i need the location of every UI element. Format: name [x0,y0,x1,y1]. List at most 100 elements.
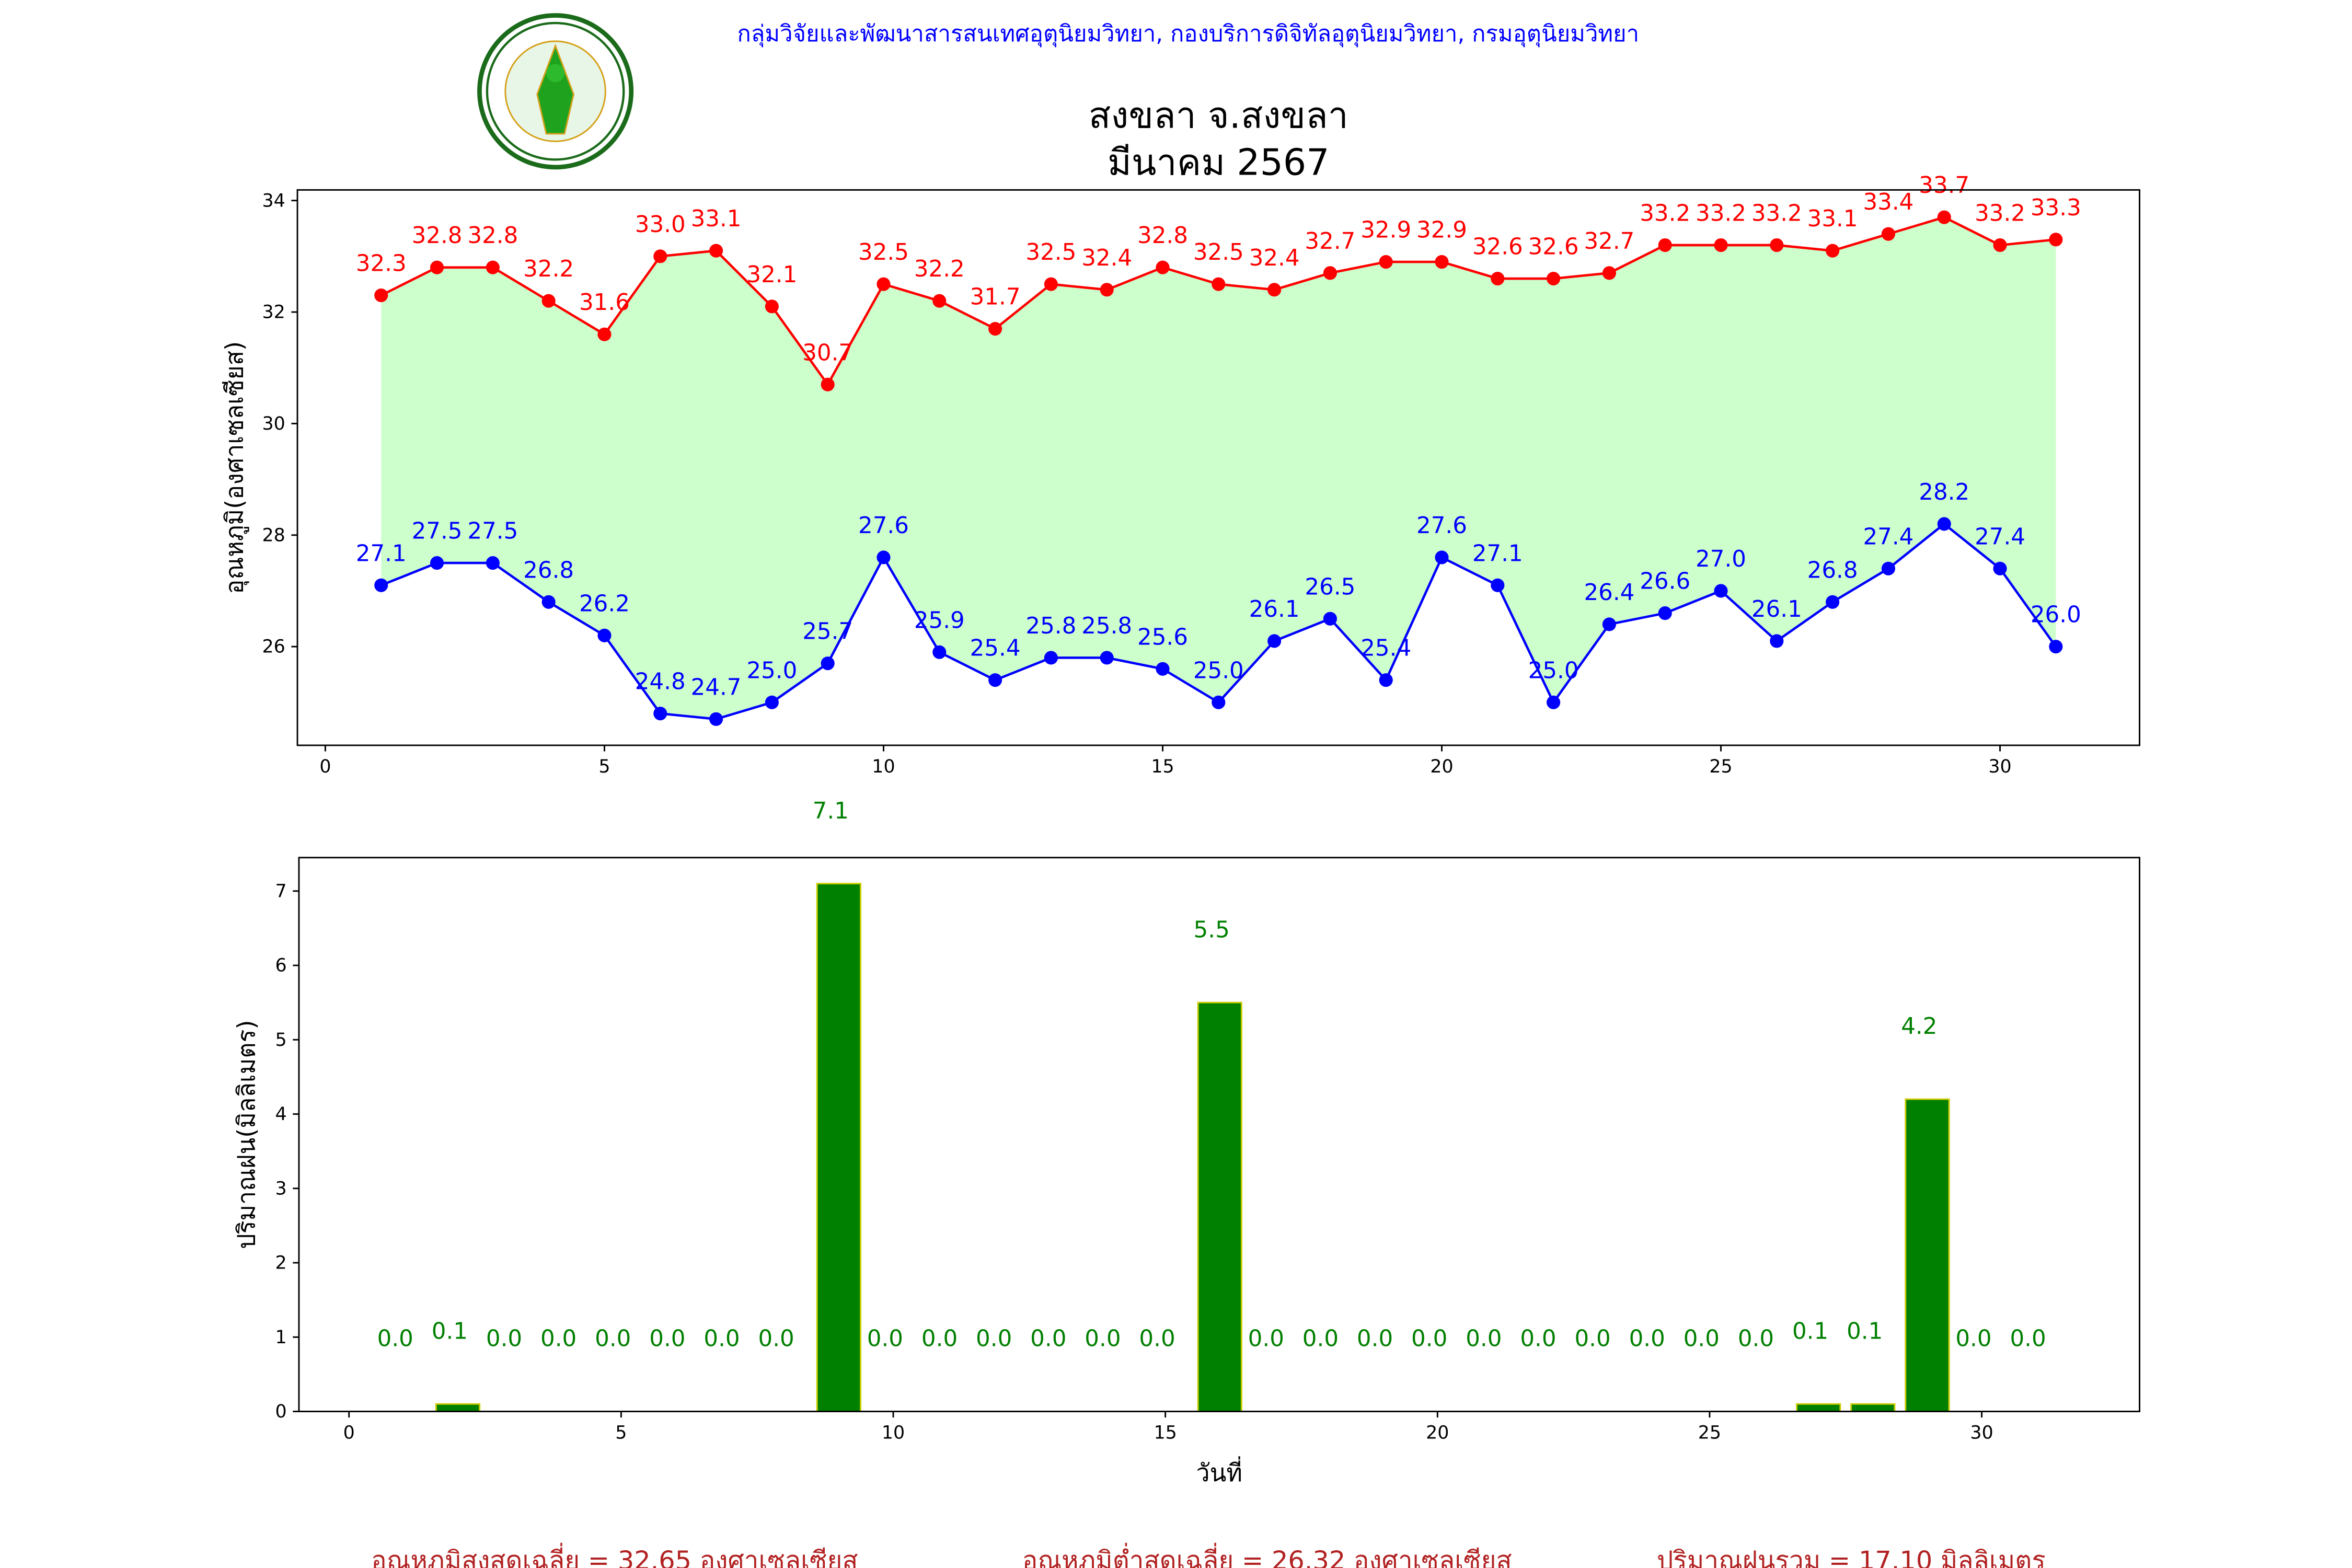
y-tick-label: 30 [262,413,285,434]
min-temp-label: 26.5 [1305,574,1355,600]
min-temp-point [597,628,612,642]
max-temp-label: 33.0 [635,212,686,238]
min-temp-point [1658,606,1672,620]
y-tick-label: 1 [275,1327,287,1348]
max-temp-point [1714,238,1728,252]
max-temp-label: 33.3 [2031,195,2081,221]
max-temp-point [1937,210,1951,224]
y-axis-label: ปริมาณฝน(มิลลิเมตร) [233,1020,261,1249]
rain-label: 0.0 [1411,1326,1447,1352]
max-temp-label: 32.5 [1193,239,1244,266]
temperature-range-fill [381,217,2056,719]
rain-label: 0.0 [758,1326,794,1352]
rain-label: 0.0 [540,1326,577,1352]
max-temp-label: 32.2 [523,256,574,282]
x-tick-label: 20 [1426,1423,1449,1444]
min-temp-point [1547,695,1561,709]
max-temp-point [486,260,500,274]
max-temp-label: 33.2 [1975,201,2025,227]
x-tick-label: 5 [615,1423,627,1444]
rain-label: 0.0 [921,1326,958,1352]
y-tick-label: 26 [262,637,285,658]
max-temp-label: 31.7 [970,284,1021,310]
min-temp-label: 25.0 [746,658,797,684]
max-temp-label: 32.6 [1528,234,1579,260]
y-tick-label: 2 [275,1253,287,1274]
max-temp-point [988,321,1002,336]
x-tick-label: 5 [598,756,610,777]
x-tick-label: 25 [1698,1423,1721,1444]
footer-avg-max: อุณหภูมิสูงสุดเฉลี่ย = 32.65 องศาเซลเซีย… [371,1542,858,1568]
max-temp-label: 32.1 [746,262,797,288]
min-temp-label: 26.2 [579,591,630,617]
max-temp-label: 33.1 [1807,206,1858,232]
max-temp-point [1267,283,1282,297]
min-temp-label: 25.6 [1137,624,1188,650]
min-temp-point [1267,634,1282,648]
rain-label: 0.0 [1466,1326,1502,1352]
axes-frame [298,857,2140,1412]
footer-rain-total: ปริมาณฝนรวม = 17.10 มิลลิเมตร [1657,1545,2046,1568]
agency-text: กลุ่มวิจัยและพัฒนาสารสนเทศอุตุนิยมวิทยา,… [737,21,1639,48]
min-temp-point [486,556,500,570]
max-temp-point [541,294,556,308]
min-temp-label: 27.5 [412,518,463,545]
min-temp-label: 28.2 [1919,479,1969,505]
rain-label: 0.0 [1139,1326,1175,1352]
min-temp-label: 27.5 [467,518,518,545]
max-temp-label: 32.2 [914,256,965,282]
min-temp-point [1491,578,1505,592]
min-temp-label: 26.8 [1807,557,1858,583]
rain-label: 0.0 [976,1326,1012,1352]
min-temp-point [1435,550,1449,564]
rain-label: 0.0 [1030,1326,1066,1352]
rain-label: 0.0 [649,1326,685,1352]
rain-label: 0.0 [1574,1326,1610,1352]
y-axis-label: อุณหภูมิ(องศาเซลเซียส) [221,341,250,594]
max-temp-label: 33.2 [1751,201,1802,227]
max-temp-point [1881,227,1895,241]
rain-label: 0.1 [1792,1318,1828,1344]
min-temp-point [1044,651,1058,665]
min-temp-point [1937,517,1951,531]
rain-label: 5.5 [1194,917,1230,943]
rain-label: 0.1 [1847,1318,1883,1344]
min-temp-point [1826,595,1840,609]
axes-frame [296,189,2140,746]
x-tick-label: 30 [1988,756,2011,777]
min-temp-label: 26.1 [1751,596,1802,622]
min-temp-point [1714,584,1728,598]
max-temp-point [1435,255,1449,269]
min-temp-point [1156,662,1170,676]
x-tick-label: 10 [882,1423,905,1444]
rain-label: 4.2 [1901,1013,1937,1040]
temperature-chart: 32.332.8 32.832.231.633.0 33.132.130.732.5… [221,172,2140,777]
max-temp-point [1100,283,1114,297]
x-axis-label: วันที่ [1196,1456,1242,1487]
rainfall-chart: 0.0 0.1 0.0 0.0 0.0 0.0 0.0 0.0 7.1 0.0 0.0 0.0 0.0 0… [233,798,2140,1487]
max-temp-label: 33.1 [691,206,742,232]
max-temp-label: 32.5 [858,239,909,266]
max-temp-point [2049,233,2063,247]
y-tick-label: 0 [275,1401,287,1422]
rain-bar [816,883,861,1412]
max-temp-point [1323,266,1337,280]
max-temp-point [821,377,835,391]
max-temp-label: 32.7 [1305,228,1355,255]
footer-avg-min: อุณหภูมิต่ำสุดเฉลี่ย = 26.32 องศาเซลเซีย… [1022,1542,1512,1568]
y-tick-label: 6 [275,955,287,976]
rain-label: 0.0 [867,1326,903,1352]
y-tick-label: 5 [275,1030,287,1051]
min-temp-label: 25.9 [914,607,965,633]
min-temp-label: 26.6 [1640,569,1690,595]
rain-label: 0.0 [486,1326,522,1352]
min-temp-label: 26.8 [523,557,574,583]
y-tick-label: 32 [262,302,285,323]
max-temp-point [374,288,388,303]
rain-label: 0.0 [1302,1326,1339,1352]
rain-label: 7.1 [813,798,849,824]
rain-label: 0.0 [1684,1326,1720,1352]
max-temp-point [1993,238,2007,252]
y-tick-label: 7 [275,881,287,902]
min-temp-point [821,656,835,671]
